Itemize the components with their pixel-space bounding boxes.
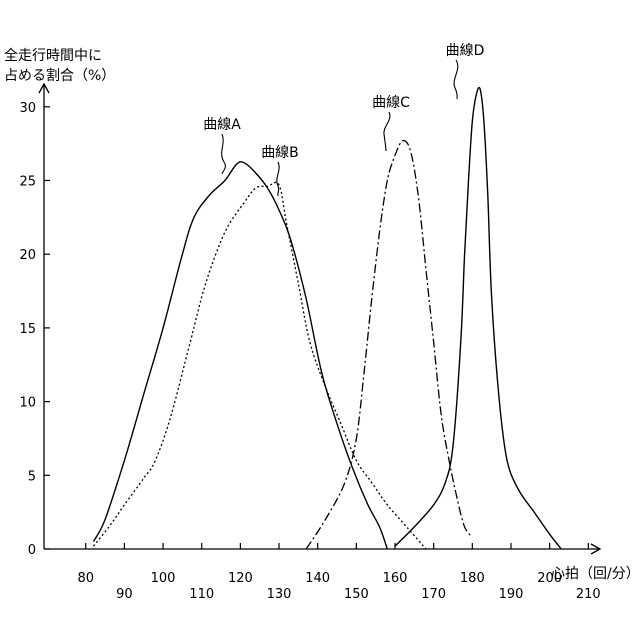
annotation-label: 曲線A: [203, 117, 241, 133]
y-tick-label: 10: [19, 396, 36, 411]
x-tick-label: 110: [189, 587, 214, 602]
x-tick-label: 190: [499, 587, 524, 602]
y-tick-label: 15: [19, 322, 36, 337]
annotation-label: 曲線B: [261, 145, 299, 161]
series-line: [395, 87, 561, 549]
x-tick-label: 170: [421, 587, 446, 602]
y-tick-label: 30: [19, 101, 36, 116]
y-tick-label: 0: [28, 543, 36, 558]
y-axis-title-line-1: 全走行時間中に: [4, 47, 102, 64]
series-line: [94, 182, 426, 549]
annotation-label: 曲線D: [446, 43, 485, 59]
y-tick-label: 25: [19, 174, 36, 189]
x-tick-label: 140: [305, 571, 330, 586]
x-tick-label: 160: [383, 571, 408, 586]
annotations: 曲線A 曲線B 曲線C 曲線D: [203, 43, 484, 196]
x-axis-title: 心拍（回/分）: [551, 566, 640, 582]
x-tick-label: 210: [576, 587, 601, 602]
x-tick-label: 80: [77, 571, 94, 586]
series-line: [306, 141, 472, 549]
x-tick-label: 150: [344, 587, 369, 602]
y-axis-title: 全走行時間中に 占める割合（%）: [4, 47, 115, 84]
annotation-leader: [277, 162, 279, 196]
annotation-leader: [222, 134, 226, 174]
x-tick-label: 180: [460, 571, 485, 586]
annotation-leader: [384, 112, 390, 151]
series-layer: [94, 87, 562, 549]
y-tick-label: 20: [19, 248, 36, 263]
annotation-leader: [454, 60, 458, 99]
x-tick-label: 120: [228, 571, 253, 586]
series-line: [94, 162, 388, 549]
x-tick-label: 90: [116, 587, 133, 602]
annotation-label: 曲線C: [372, 95, 410, 111]
y-axis-title-line-2: 占める割合（%）: [4, 67, 115, 84]
x-tick-label: 130: [267, 587, 292, 602]
y-tick-label: 5: [28, 469, 36, 484]
x-tick-label: 100: [151, 571, 176, 586]
